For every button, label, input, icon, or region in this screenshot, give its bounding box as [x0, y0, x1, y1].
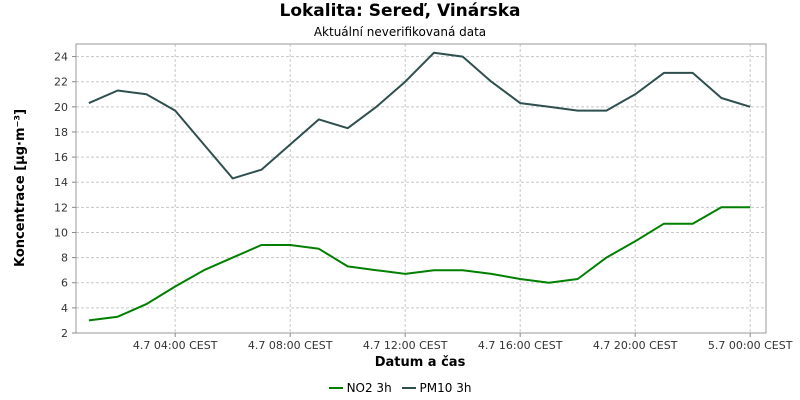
y-tick-label: 10: [54, 226, 68, 239]
x-axis: 4.7 04:00 CEST 4.7 08:00 CEST 4.7 12:00 CE…: [133, 333, 793, 352]
legend-item-no2: NO2 3h: [328, 381, 392, 395]
series-line-no2: [88, 206, 751, 322]
y-axis-label: Koncentrace [µg·m⁻³]: [13, 109, 28, 267]
legend-swatch-pm10: [401, 386, 416, 389]
x-tick-label: 4.7 16:00 CEST: [478, 339, 563, 352]
y-tick-label: 12: [54, 201, 68, 214]
x-tick-label: 4.7 04:00 CEST: [133, 339, 218, 352]
y-tick-label: 4: [61, 302, 68, 315]
chart-subtitle: Aktuální neverifikovaná data: [313, 25, 487, 39]
x-tick-label: 4.7 08:00 CEST: [248, 339, 333, 352]
legend-label-pm10: PM10 3h: [419, 381, 472, 395]
y-tick-label: 2: [61, 327, 68, 340]
y-tick-label: 20: [54, 101, 68, 114]
grid-lines: [76, 44, 766, 334]
chart-title: Lokalita: Sereď, Vinárska: [279, 1, 521, 21]
x-tick-label: 4.7 12:00 CEST: [363, 339, 448, 352]
legend-item-pm10: PM10 3h: [401, 381, 472, 395]
x-tick-label: 4.7 20:00 CEST: [593, 339, 678, 352]
y-tick-label: 22: [54, 76, 68, 89]
y-tick-label: 24: [54, 51, 68, 64]
y-tick-label: 16: [54, 151, 68, 164]
y-tick-label: 8: [61, 252, 68, 265]
x-tick-label: 5.7 00:00 CEST: [708, 339, 793, 352]
x-axis-label: Datum a čas: [375, 355, 466, 370]
series-lines: [88, 51, 751, 322]
series-line-pm10: [88, 51, 751, 180]
plot-area-frame: [75, 43, 767, 334]
y-tick-label: 14: [54, 176, 68, 189]
y-tick-label: 6: [61, 277, 68, 290]
legend-swatch-no2: [328, 386, 343, 389]
y-tick-label: 18: [54, 126, 68, 139]
legend: NO2 3h PM10 3h: [0, 381, 800, 395]
legend-label-no2: NO2 3h: [346, 381, 392, 395]
